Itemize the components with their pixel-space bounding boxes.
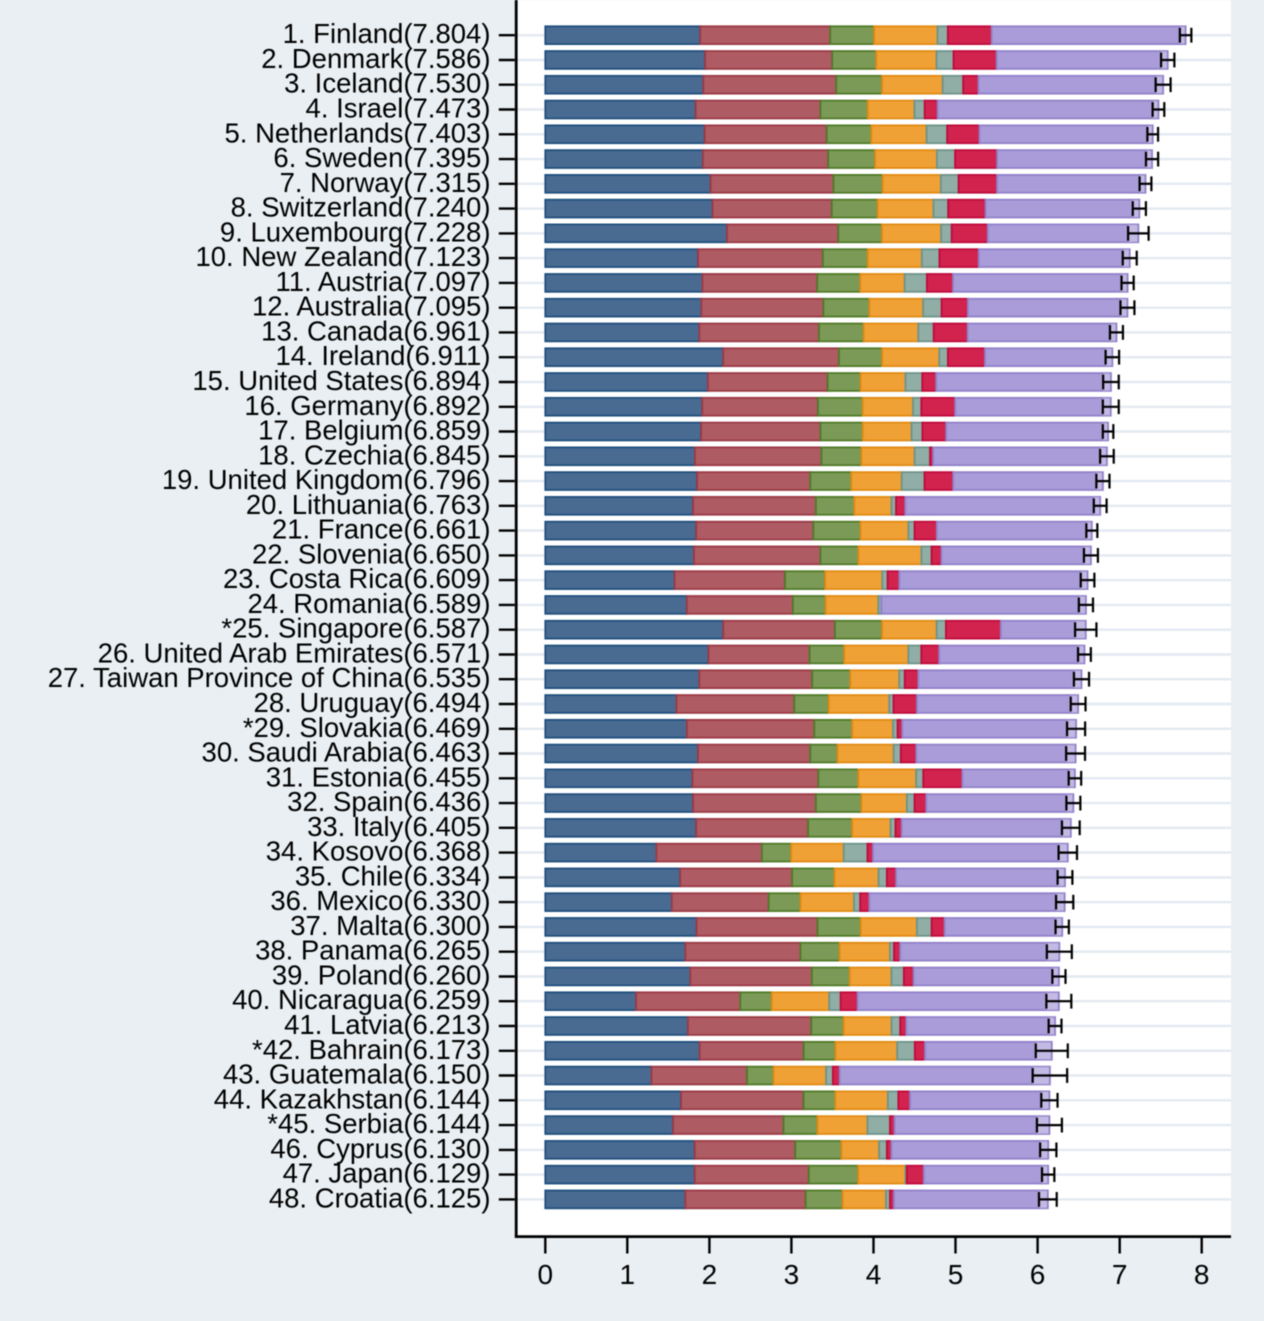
svg-text:17. Belgium(6.859): 17. Belgium(6.859) [258,415,490,446]
svg-text:18. Czechia(6.845): 18. Czechia(6.845) [258,439,490,470]
svg-text:3: 3 [784,1259,800,1290]
svg-text:5. Netherlands(7.403): 5. Netherlands(7.403) [225,117,491,148]
svg-text:31. Estonia(6.455): 31. Estonia(6.455) [266,761,491,792]
svg-text:37. Malta(6.300): 37. Malta(6.300) [290,910,490,941]
svg-text:48. Croatia(6.125): 48. Croatia(6.125) [269,1182,491,1213]
svg-text:47. Japan(6.129): 47. Japan(6.129) [283,1158,491,1189]
svg-text:35. Chile(6.334): 35. Chile(6.334) [295,860,491,891]
svg-text:*45. Serbia(6.144): *45. Serbia(6.144) [267,1108,490,1139]
svg-text:14. Ireland(6.911): 14. Ireland(6.911) [275,340,490,371]
svg-text:2: 2 [702,1259,718,1290]
svg-text:10. New Zealand(7.123): 10. New Zealand(7.123) [195,241,490,272]
svg-text:23. Costa Rica(6.609): 23. Costa Rica(6.609) [223,563,491,594]
svg-text:13. Canada(6.961): 13. Canada(6.961) [261,315,490,346]
svg-text:46. Cyprus(6.130): 46. Cyprus(6.130) [270,1133,490,1164]
svg-text:12. Australia(7.095): 12. Australia(7.095) [252,291,490,322]
svg-text:*25. Singapore(6.587): *25. Singapore(6.587) [221,613,490,644]
svg-text:32. Spain(6.436): 32. Spain(6.436) [287,786,490,817]
svg-text:33. Italy(6.405): 33. Italy(6.405) [307,811,490,842]
svg-text:43. Guatemala(6.150): 43. Guatemala(6.150) [223,1059,491,1090]
svg-text:*42. Bahrain(6.173): *42. Bahrain(6.173) [252,1034,491,1065]
svg-text:8: 8 [1194,1259,1210,1290]
svg-text:9. Luxembourg(7.228): 9. Luxembourg(7.228) [220,216,491,247]
svg-text:4. Israel(7.473): 4. Israel(7.473) [306,93,491,124]
svg-text:16. Germany(6.892): 16. Germany(6.892) [244,390,490,421]
svg-text:40. Nicaragua(6.259): 40. Nicaragua(6.259) [232,984,490,1015]
svg-text:0: 0 [538,1259,554,1290]
svg-text:4: 4 [866,1259,882,1290]
svg-text:11. Austria(7.097): 11. Austria(7.097) [275,266,490,297]
svg-text:26. United Arab Emirates(6.571: 26. United Arab Emirates(6.571) [98,638,491,669]
svg-text:24. Romania(6.589): 24. Romania(6.589) [247,588,490,619]
svg-text:6. Sweden(7.395): 6. Sweden(7.395) [273,142,490,173]
svg-text:28. Uruguay(6.494): 28. Uruguay(6.494) [254,687,491,718]
svg-text:2. Denmark(7.586): 2. Denmark(7.586) [261,43,490,74]
svg-text:3. Iceland(7.530): 3. Iceland(7.530) [284,68,490,99]
svg-text:34. Kosovo(6.368): 34. Kosovo(6.368) [266,836,491,867]
svg-text:1: 1 [620,1259,636,1290]
svg-text:15. United States(6.894): 15. United States(6.894) [192,365,490,396]
svg-text:41. Latvia(6.213): 41. Latvia(6.213) [284,1009,490,1040]
svg-text:38. Panama(6.265): 38. Panama(6.265) [255,935,490,966]
svg-text:*29. Slovakia(6.469): *29. Slovakia(6.469) [243,712,491,743]
svg-text:7. Norway(7.315): 7. Norway(7.315) [280,167,491,198]
svg-text:7: 7 [1112,1259,1128,1290]
svg-text:30. Saudi Arabia(6.463): 30. Saudi Arabia(6.463) [202,737,491,768]
svg-text:5: 5 [948,1259,964,1290]
svg-text:36. Mexico(6.330): 36. Mexico(6.330) [270,885,490,916]
svg-text:19. United Kingdom(6.796): 19. United Kingdom(6.796) [162,464,491,495]
svg-text:8. Switzerland(7.240): 8. Switzerland(7.240) [231,192,491,223]
svg-text:44. Kazakhstan(6.144): 44. Kazakhstan(6.144) [214,1083,491,1114]
svg-text:22. Slovenia(6.650): 22. Slovenia(6.650) [252,538,491,569]
svg-text:6: 6 [1030,1259,1046,1290]
svg-text:27. Taiwan Province of China(6: 27. Taiwan Province of China(6.535) [48,662,491,693]
svg-text:20. Lithuania(6.763): 20. Lithuania(6.763) [246,489,491,520]
svg-text:21. France(6.661): 21. France(6.661) [272,514,491,545]
svg-text:1. Finland(7.804): 1. Finland(7.804) [283,18,491,49]
svg-text:39. Poland(6.260): 39. Poland(6.260) [272,960,491,991]
